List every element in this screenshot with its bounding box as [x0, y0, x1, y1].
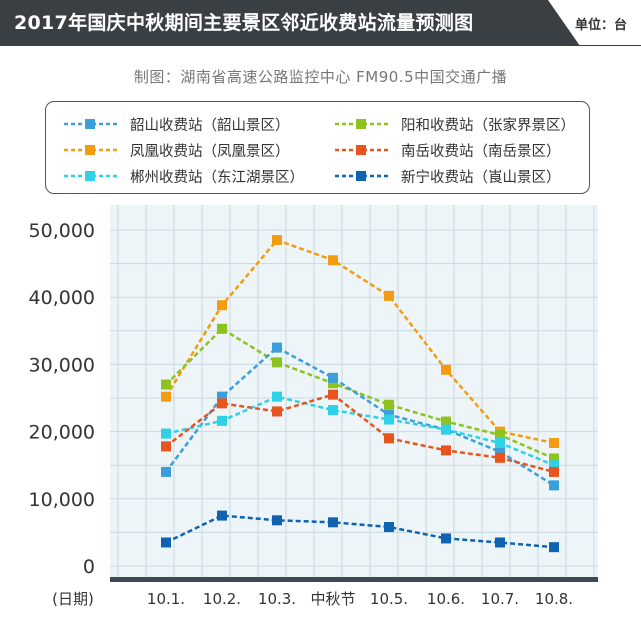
data-point	[272, 342, 282, 353]
data-point	[384, 433, 394, 444]
data-point	[495, 438, 505, 449]
data-point	[441, 364, 451, 375]
series-line	[165, 393, 555, 474]
chart-title: 2017年国庆中秋期间主要景区邻近收费站流量预测图	[14, 12, 474, 34]
y-tick-label: 10,000	[29, 489, 95, 511]
data-point	[217, 323, 227, 334]
data-point	[328, 378, 338, 389]
data-point	[549, 438, 559, 449]
unit-label: 单位：台	[574, 18, 627, 33]
data-point	[217, 415, 227, 426]
legend-label: 郴州收费站（东江湖景区）	[130, 170, 304, 186]
data-point	[328, 255, 338, 266]
x-tick-label: 中秋节	[310, 590, 355, 608]
data-point	[384, 290, 394, 301]
x-tick-label: 10.1.	[147, 590, 185, 608]
data-point	[495, 452, 505, 463]
x-tick-label: 10.8.	[535, 590, 573, 608]
data-point	[217, 398, 227, 409]
data-point	[441, 445, 451, 456]
data-point	[161, 379, 171, 390]
data-point	[549, 542, 559, 553]
legend-label: 南岳收费站（南岳景区）	[401, 144, 561, 160]
header-bar: 2017年国庆中秋期间主要景区邻近收费站流量预测图 单位：台	[0, 0, 641, 46]
data-point	[495, 446, 505, 457]
data-point	[441, 533, 451, 544]
y-tick-label: 40,000	[29, 287, 95, 309]
data-point	[549, 460, 559, 471]
data-point	[272, 357, 282, 368]
y-tick-label: 20,000	[29, 422, 95, 444]
series-line	[164, 346, 555, 487]
data-point	[272, 515, 282, 526]
x-tick-label: 10.7.	[481, 590, 519, 608]
data-point	[328, 372, 338, 383]
x-tick-label: 10.5.	[370, 590, 408, 608]
data-point	[272, 391, 282, 402]
data-point	[161, 428, 171, 439]
data-point	[328, 517, 338, 528]
x-axis-label: (日期)	[52, 590, 94, 608]
data-point	[441, 416, 451, 427]
legend-label: 韶山收费站（韶山景区）	[130, 118, 290, 134]
data-point	[217, 391, 227, 402]
data-point	[384, 414, 394, 425]
series-line	[165, 327, 555, 460]
data-point	[217, 510, 227, 521]
source-credit: 制图：湖南省高速公路监控中心 FM90.5中国交通广播	[133, 68, 508, 86]
legend: 韶山收费站（韶山景区） 阳和收费站（张家界景区） 凤凰收费站（凤凰景区） 南岳收…	[45, 101, 590, 194]
data-point	[328, 389, 338, 400]
data-point	[441, 424, 451, 435]
data-point	[272, 235, 282, 246]
data-point	[549, 466, 559, 477]
data-point	[549, 480, 559, 491]
data-point	[384, 522, 394, 533]
series-line	[165, 514, 555, 549]
data-point	[328, 405, 338, 416]
data-point	[217, 300, 227, 311]
data-point	[272, 406, 282, 417]
data-point	[549, 453, 559, 464]
x-axis	[110, 577, 598, 582]
data-point	[161, 441, 171, 452]
series-line	[165, 395, 555, 467]
y-tick-label: 30,000	[29, 354, 95, 376]
legend-label: 阳和收费站（张家界景区）	[401, 118, 575, 134]
data-point	[495, 537, 505, 548]
legend-label: 新宁收费站（崀山景区）	[401, 170, 561, 186]
series-line	[164, 238, 555, 445]
data-point	[161, 391, 171, 402]
data-point	[161, 466, 171, 477]
data-point	[161, 537, 171, 548]
x-tick-label: 10.2.	[203, 590, 241, 608]
data-point	[384, 399, 394, 410]
y-tick-label: 0	[83, 556, 95, 578]
data-point	[495, 429, 505, 440]
legend-label: 凤凰收费站（凤凰景区）	[130, 144, 290, 160]
x-tick-label: 10.3.	[258, 590, 296, 608]
y-tick-label: 50,000	[29, 220, 95, 242]
x-tick-label: 10.6.	[427, 590, 465, 608]
